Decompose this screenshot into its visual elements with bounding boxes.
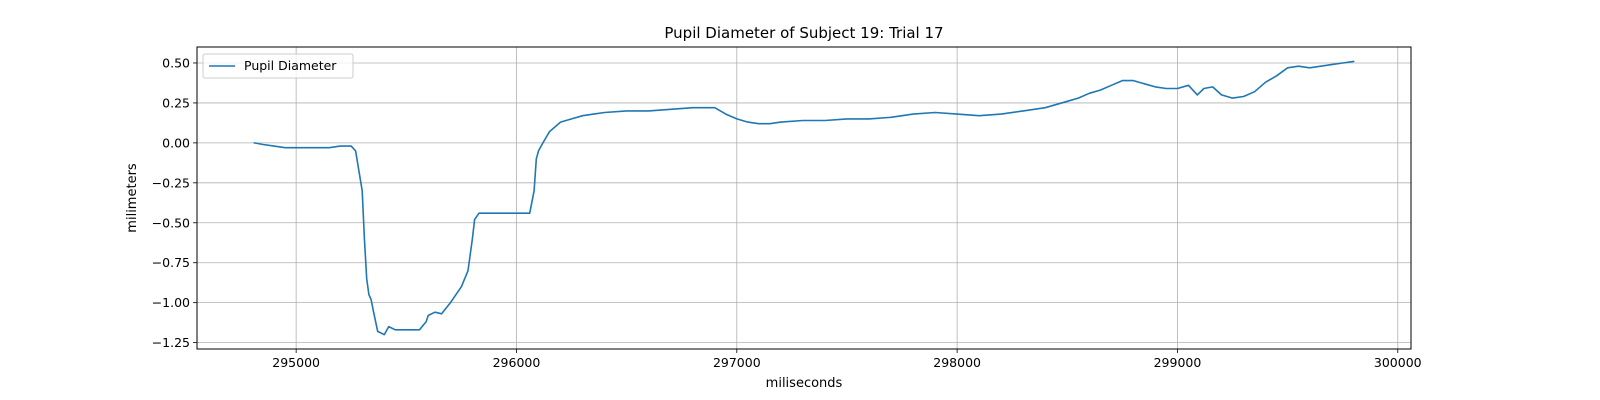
- x-tick-label: 296000: [493, 355, 541, 370]
- x-tick-label: 300000: [1374, 355, 1422, 370]
- grid-lines: [197, 47, 1411, 349]
- y-tick-label: 0.25: [162, 95, 190, 110]
- x-tick-label: 295000: [272, 355, 320, 370]
- series-line-pupil-diameter: [253, 60, 1355, 336]
- axes-frame: [196, 46, 1412, 350]
- y-tick-label: 0.00: [162, 135, 190, 150]
- series-layer: [253, 60, 1355, 336]
- legend-label-pupil-diameter: Pupil Diameter: [244, 58, 337, 73]
- x-axis-label: miliseconds: [766, 376, 843, 391]
- tick-layer: 295000 296000 297000 298000 299000 300000 0.50…: [152, 55, 1422, 370]
- x-tick-label: 298000: [933, 355, 981, 370]
- chart-title: Pupil Diameter of Subject 19: Trial 17: [664, 24, 943, 42]
- legend: Pupil Diameter: [202, 53, 354, 79]
- y-tick-label: −0.75: [152, 255, 190, 270]
- y-tick-label: −0.50: [152, 215, 190, 230]
- y-tick-label: −0.25: [152, 175, 190, 190]
- x-tick-label: 299000: [1154, 355, 1202, 370]
- y-axis-label: milimeters: [125, 163, 140, 233]
- legend-box: [202, 53, 354, 79]
- x-tick-label: 297000: [713, 355, 761, 370]
- y-tick-label: 0.50: [162, 55, 190, 70]
- y-tick-label: −1.00: [152, 295, 190, 310]
- y-tick-label: −1.25: [152, 335, 190, 350]
